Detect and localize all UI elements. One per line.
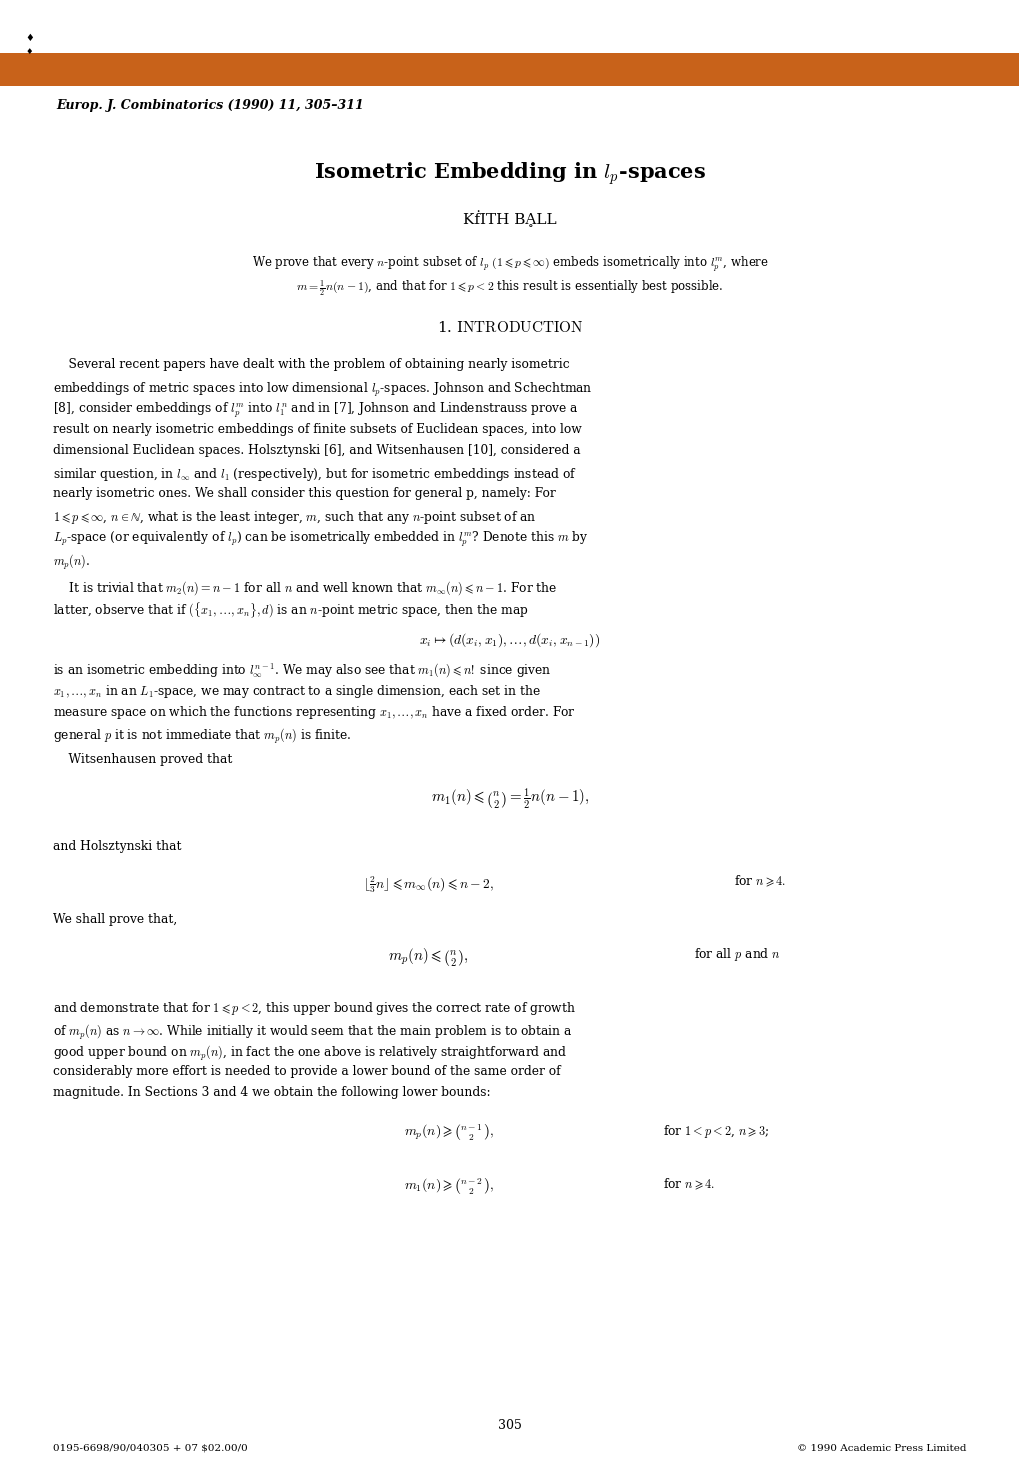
Text: measure space on which the functions representing $x_1, \ldots, x_n$ have a fixe: measure space on which the functions rep… bbox=[53, 703, 576, 721]
Text: $x_i \mapsto (d(x_i, x_1), \ldots, d(x_i, x_{n-1}))$: $x_i \mapsto (d(x_i, x_1), \ldots, d(x_i… bbox=[419, 631, 600, 649]
Text: Several recent papers have dealt with the problem of obtaining nearly isometric: Several recent papers have dealt with th… bbox=[53, 358, 569, 372]
Text: Isometric Embedding in $l_p$-spaces: Isometric Embedding in $l_p$-spaces bbox=[314, 160, 705, 187]
Text: We shall prove that,: We shall prove that, bbox=[53, 912, 177, 926]
Text: We prove that every $n$-point subset of $l_p$ $(1 \leqslant p \leqslant \infty)$: We prove that every $n$-point subset of … bbox=[252, 255, 767, 274]
Text: It is trivial that $m_2(n) = n - 1$ for all $n$ and well known that $m_\infty(n): It is trivial that $m_2(n) = n - 1$ for … bbox=[53, 579, 556, 597]
Text: good upper bound on $m_p(n)$, in fact the one above is relatively straightforwar: good upper bound on $m_p(n)$, in fact th… bbox=[53, 1043, 567, 1062]
Text: general $p$ it is not immediate that $m_p(n)$ is finite.: general $p$ it is not immediate that $m_… bbox=[53, 726, 352, 745]
Text: dimensional Euclidean spaces. Holsztynski [6], and Witsenhausen [10], considered: dimensional Euclidean spaces. Holsztynsk… bbox=[53, 444, 580, 458]
Text: magnitude. In Sections 3 and 4 we obtain the following lower bounds:: magnitude. In Sections 3 and 4 we obtain… bbox=[53, 1086, 490, 1099]
Text: for $n \geqslant 4.$: for $n \geqslant 4.$ bbox=[734, 874, 786, 889]
Text: $m_1(n) \leqslant \binom{n}{2} = \frac{1}{2}n(n-1),$: $m_1(n) \leqslant \binom{n}{2} = \frac{1… bbox=[430, 786, 589, 812]
Text: KḟITH BḀLL: KḟITH BḀLL bbox=[463, 210, 556, 227]
Text: $x_1, \ldots, x_n$ in an $L_1$-space, we may contract to a single dimension, eac: $x_1, \ldots, x_n$ in an $L_1$-space, we… bbox=[53, 683, 540, 699]
Text: 0195-6698/90/040305 + 07 $02.00/0: 0195-6698/90/040305 + 07 $02.00/0 bbox=[53, 1444, 248, 1453]
Text: considerably more effort is needed to provide a lower bound of the same order of: considerably more effort is needed to pr… bbox=[53, 1065, 560, 1078]
Text: 1. I$\mathrm{NTRODUCTION}$: 1. I$\mathrm{NTRODUCTION}$ bbox=[436, 320, 583, 335]
Text: $m_p(n) \leqslant \binom{n}{2},$: $m_p(n) \leqslant \binom{n}{2},$ bbox=[387, 946, 469, 969]
Text: of $m_p(n)$ as $n \to \infty$. While initially it would seem that the main probl: of $m_p(n)$ as $n \to \infty$. While ini… bbox=[53, 1022, 572, 1041]
Text: similar question, in $l_\infty$ and $l_1$ (respectively), but for isometric embe: similar question, in $l_\infty$ and $l_1… bbox=[53, 465, 577, 483]
Text: Witsenhausen proved that: Witsenhausen proved that bbox=[53, 752, 232, 766]
Text: embeddings of metric spaces into low dimensional $l_p$-spaces. Johnson and Schec: embeddings of metric spaces into low dim… bbox=[53, 379, 592, 398]
Text: © 1990 Academic Press Limited: © 1990 Academic Press Limited bbox=[797, 1444, 966, 1453]
Text: and demonstrate that for $1 \leqslant p < 2$, this upper bound gives the correct: and demonstrate that for $1 \leqslant p … bbox=[53, 1000, 576, 1017]
Text: $\lfloor \frac{2}{3}n \rfloor \leqslant m_\infty(n) \leqslant n - 2,$: $\lfloor \frac{2}{3}n \rfloor \leqslant … bbox=[363, 874, 493, 895]
Text: latter, observe that if $(\{x_1, \ldots, x_n\}, d)$ is an $n$-point metric space: latter, observe that if $(\{x_1, \ldots,… bbox=[53, 600, 528, 621]
Text: for all $p$ and $n$: for all $p$ and $n$ bbox=[693, 946, 780, 963]
Text: ♦: ♦ bbox=[25, 47, 33, 56]
Text: 305: 305 bbox=[497, 1419, 522, 1432]
Text: $m_p(n)$.: $m_p(n)$. bbox=[53, 551, 91, 570]
Text: $m_1(n) \geqslant \binom{n-2}{2},$: $m_1(n) \geqslant \binom{n-2}{2},$ bbox=[404, 1176, 493, 1197]
Text: for $n \geqslant 4.$: for $n \geqslant 4.$ bbox=[662, 1176, 714, 1192]
Text: and Holsztynski that: and Holsztynski that bbox=[53, 840, 181, 853]
Text: $m = \frac{1}{2}n(n-1)$, and that for $1 \leqslant p < 2$ this result is essenti: $m = \frac{1}{2}n(n-1)$, and that for $1… bbox=[296, 278, 723, 298]
Text: $1 \leqslant p \leqslant \infty$, $n \in \mathbb{N}$, what is the least integer,: $1 \leqslant p \leqslant \infty$, $n \in… bbox=[53, 508, 536, 526]
Text: nearly isometric ones. We shall consider this question for general p, namely: Fo: nearly isometric ones. We shall consider… bbox=[53, 487, 555, 501]
Text: ♦: ♦ bbox=[25, 33, 35, 43]
Text: for $1 < p < 2$, $n \geqslant 3$;: for $1 < p < 2$, $n \geqslant 3$; bbox=[662, 1123, 768, 1139]
Text: result on nearly isometric embeddings of finite subsets of Euclidean spaces, int: result on nearly isometric embeddings of… bbox=[53, 422, 581, 435]
Text: $m_p(n) \geqslant \binom{n-1}{2},$: $m_p(n) \geqslant \binom{n-1}{2},$ bbox=[404, 1123, 493, 1143]
Text: $L_p$-space (or equivalently of $l_p$) can be isometrically embedded in $l_p^m$?: $L_p$-space (or equivalently of $l_p$) c… bbox=[53, 530, 588, 549]
Text: [8], consider embeddings of $l_p^m$ into $l_1^n$ and in [7], Johnson and Lindens: [8], consider embeddings of $l_p^m$ into… bbox=[53, 401, 579, 421]
Text: is an isometric embedding into $l_\infty^{n-1}$. We may also see that $m_1(n) \l: is an isometric embedding into $l_\infty… bbox=[53, 661, 551, 678]
Bar bbox=[0, 53, 1019, 86]
Text: Europ. J. Combinatorics (1990) 11, 305–311: Europ. J. Combinatorics (1990) 11, 305–3… bbox=[56, 99, 364, 113]
